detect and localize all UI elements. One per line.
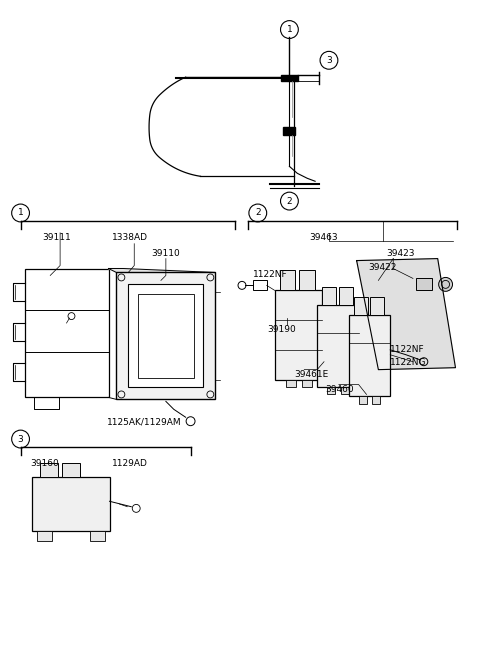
Text: 1338AD: 1338AD xyxy=(111,233,147,242)
Bar xyxy=(280,75,298,81)
Text: 1122NG: 1122NG xyxy=(390,358,427,367)
Text: 39190: 39190 xyxy=(268,325,297,334)
Text: 1: 1 xyxy=(18,208,24,217)
Bar xyxy=(24,269,108,397)
Bar xyxy=(322,287,336,306)
Text: 39111: 39111 xyxy=(42,233,71,242)
Text: 39461E: 39461E xyxy=(294,370,329,378)
Bar xyxy=(279,271,295,290)
Bar xyxy=(138,294,193,378)
Text: 3: 3 xyxy=(18,434,24,443)
Bar xyxy=(40,463,58,477)
Text: 1122NF: 1122NF xyxy=(253,271,288,279)
Text: 2: 2 xyxy=(287,196,292,206)
Bar xyxy=(327,386,335,394)
Bar xyxy=(416,279,432,290)
Bar xyxy=(359,396,367,404)
Bar xyxy=(287,380,296,388)
Text: 1125AK/1129AM: 1125AK/1129AM xyxy=(107,417,181,426)
Circle shape xyxy=(439,277,453,291)
Bar xyxy=(253,281,267,290)
Bar xyxy=(300,271,315,290)
Text: 39423: 39423 xyxy=(386,249,415,258)
Bar xyxy=(372,396,380,404)
Text: 39110: 39110 xyxy=(151,249,180,258)
Bar xyxy=(339,287,353,306)
Text: 39460: 39460 xyxy=(325,384,354,394)
Text: 1122NF: 1122NF xyxy=(390,345,425,354)
Text: 1129AD: 1129AD xyxy=(111,459,147,468)
Bar xyxy=(90,532,105,541)
Bar xyxy=(284,127,295,135)
Text: 39422: 39422 xyxy=(369,263,397,271)
Bar xyxy=(354,297,368,315)
Text: 2: 2 xyxy=(255,208,261,217)
Bar xyxy=(349,315,390,396)
Bar xyxy=(62,463,80,477)
Bar xyxy=(37,532,52,541)
Polygon shape xyxy=(357,259,456,370)
Bar xyxy=(128,284,204,388)
Polygon shape xyxy=(108,269,216,273)
Bar xyxy=(302,380,312,388)
Text: 39463: 39463 xyxy=(309,233,338,242)
Text: 39160: 39160 xyxy=(30,459,59,468)
Text: 1: 1 xyxy=(287,25,292,34)
Bar xyxy=(33,477,109,532)
Text: 3: 3 xyxy=(326,56,332,65)
Bar xyxy=(371,297,384,315)
Bar xyxy=(341,386,349,394)
Bar xyxy=(117,273,216,399)
Bar xyxy=(275,290,322,380)
Bar xyxy=(317,306,359,386)
